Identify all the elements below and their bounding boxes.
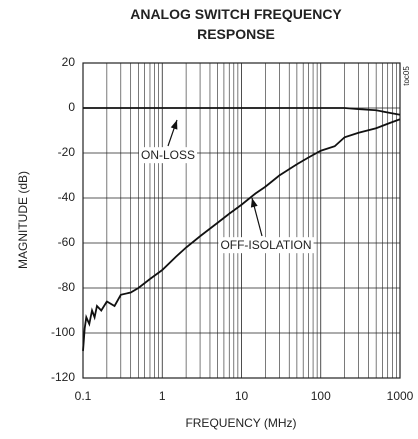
series-label: ON-LOSS [141, 148, 195, 162]
plot-frame [82, 62, 401, 379]
x-axis-label: FREQUENCY (MHz) [185, 416, 296, 430]
y-tick-label: -80 [58, 280, 76, 294]
x-tick-label: 0.1 [75, 389, 92, 403]
y-tick-label: -120 [51, 370, 75, 384]
y-tick-label: 20 [62, 55, 76, 69]
series-label: OFF-ISOLATION [220, 238, 311, 252]
data-line [83, 107, 401, 116]
x-tick-label: 10 [235, 389, 249, 403]
y-tick-label: 0 [68, 100, 75, 114]
label-bg [218, 237, 314, 254]
x-tick-label: 1000 [387, 389, 414, 403]
label-bg [138, 147, 198, 164]
y-tick-label: -40 [58, 190, 76, 204]
y-tick-label: -60 [58, 235, 76, 249]
arrow-head [170, 120, 178, 130]
x-tick-label: 100 [311, 389, 331, 403]
y-tick-label: -100 [51, 325, 75, 339]
arrow-head [250, 198, 258, 208]
y-axis-label: MAGNITUDE (dB) [16, 171, 30, 269]
chart-title: ANALOG SWITCH FREQUENCY RESPONSE [130, 6, 342, 42]
x-tick-label: 1 [159, 389, 166, 403]
data-line [82, 118, 401, 352]
figure-note: toc05 [402, 66, 411, 86]
y-tick-label: -20 [58, 145, 76, 159]
